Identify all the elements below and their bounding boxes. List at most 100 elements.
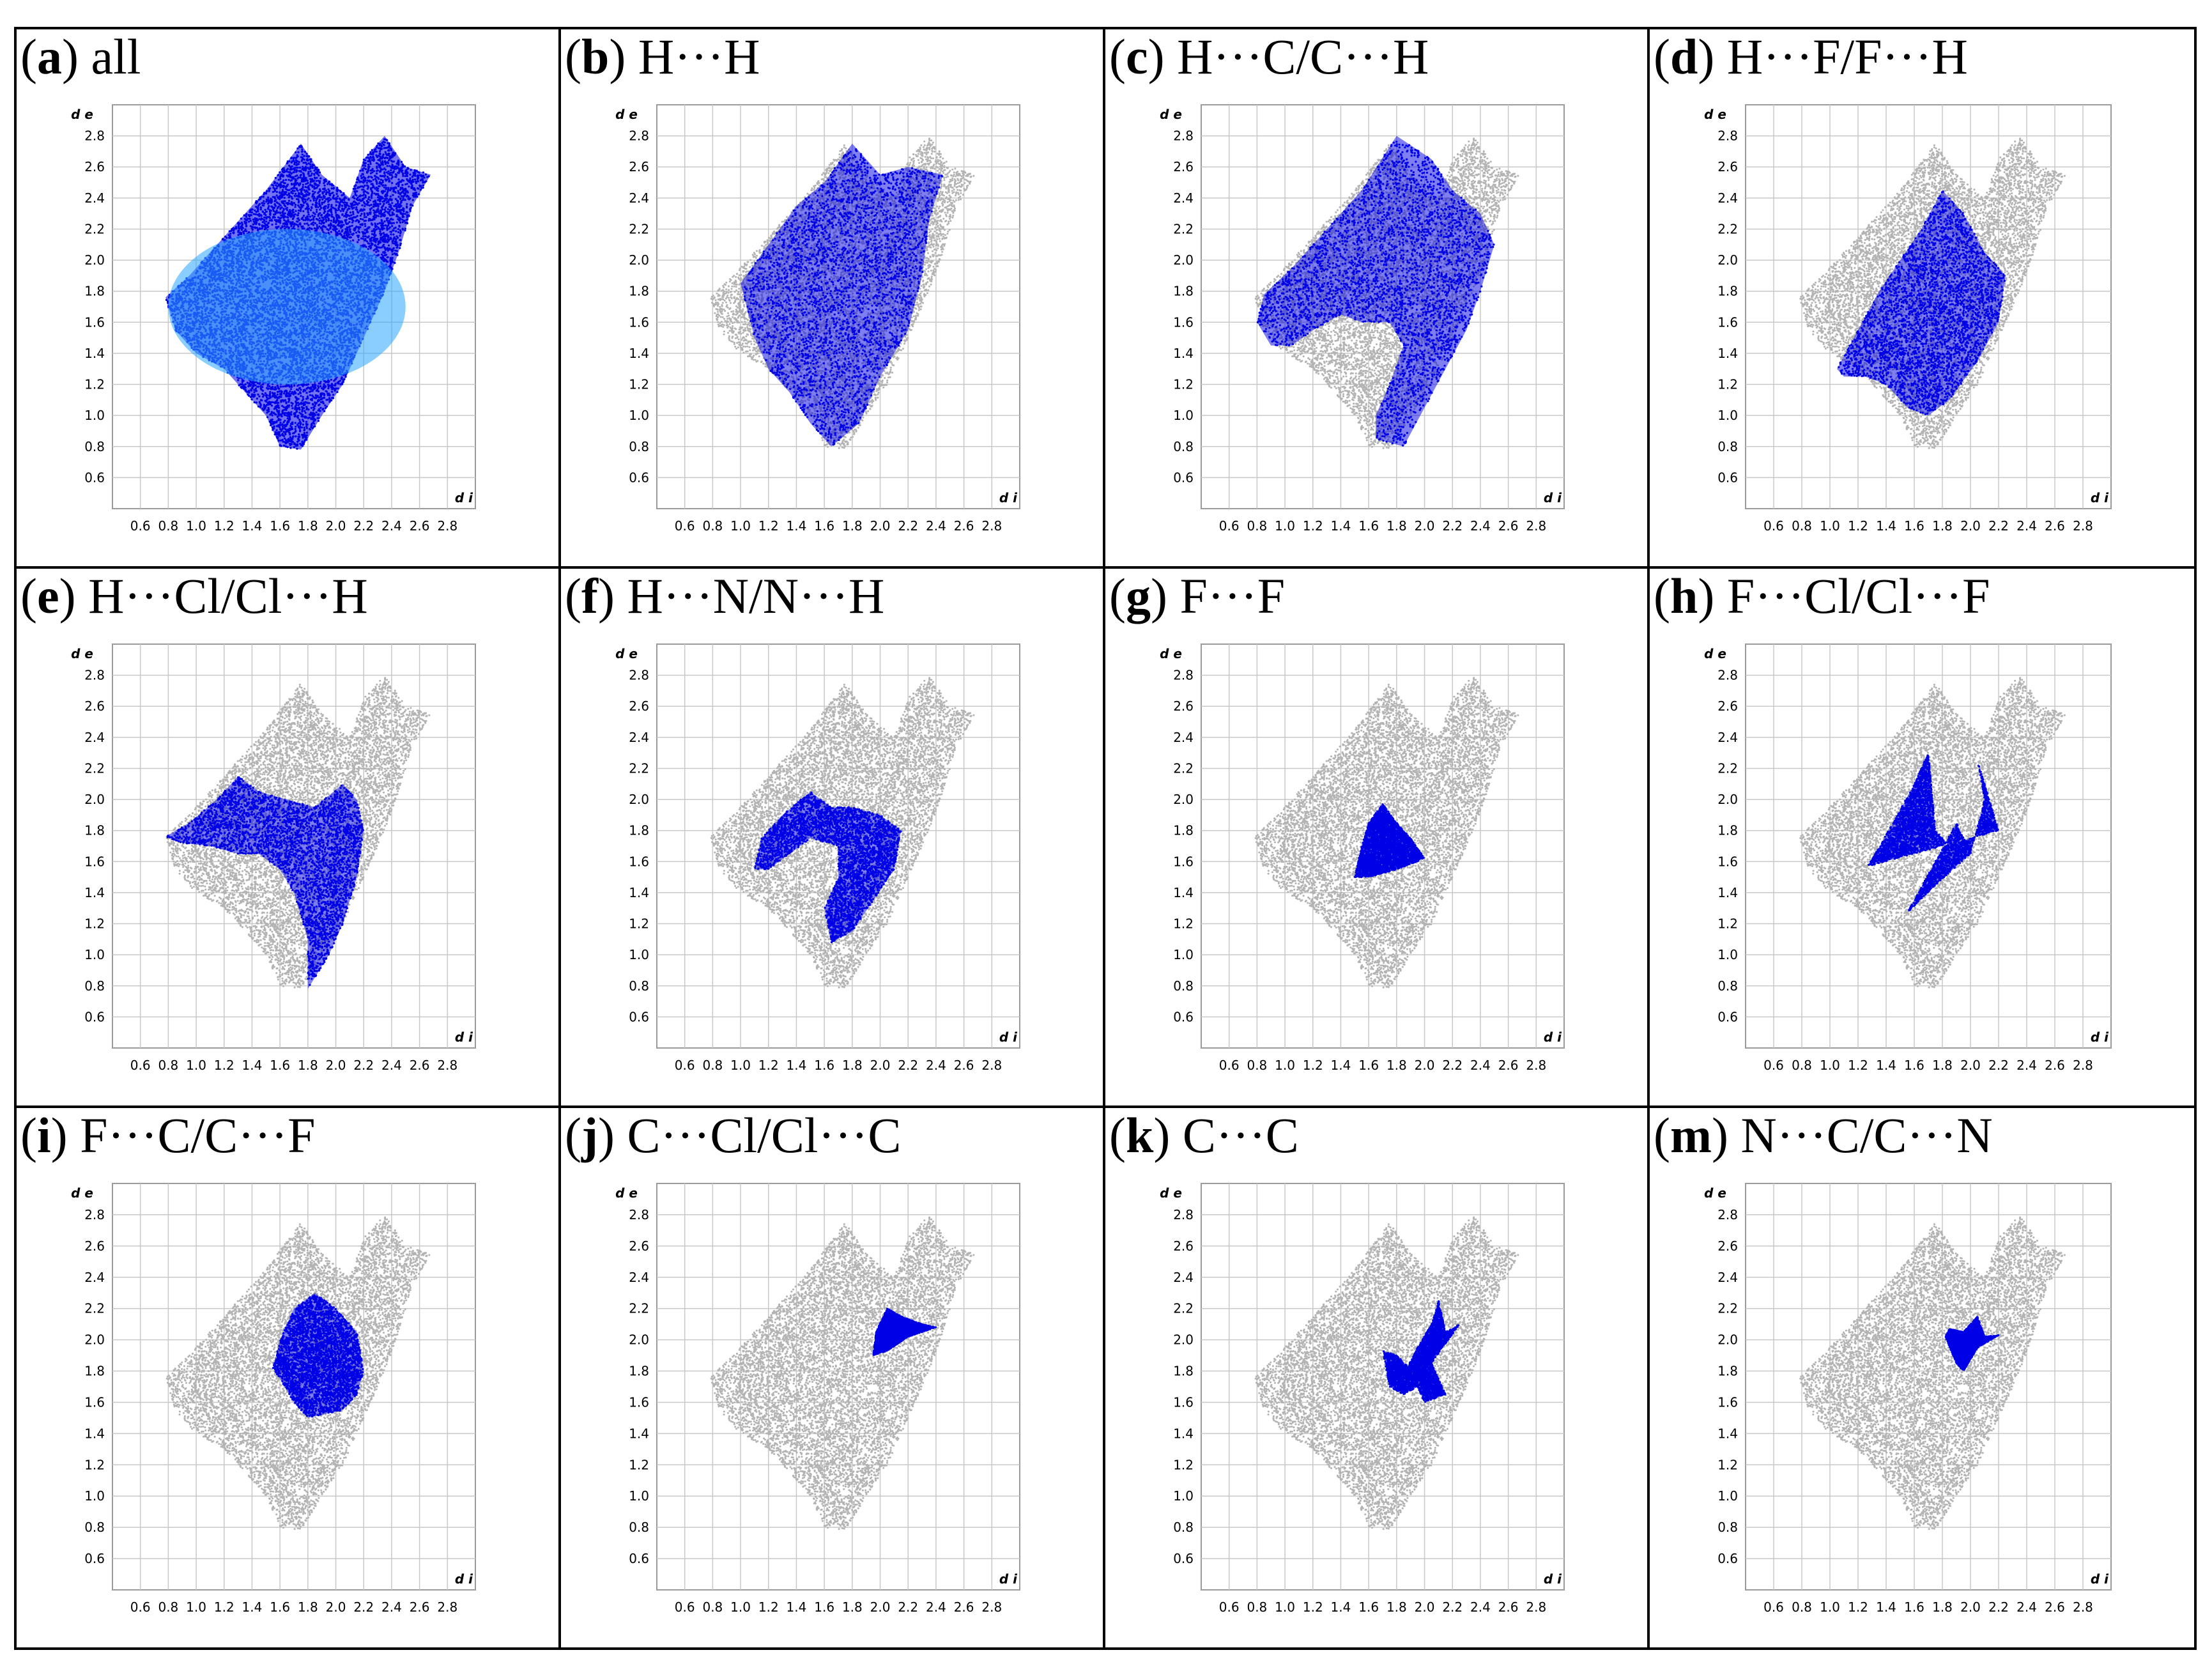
panel-label: m — [1670, 1108, 1712, 1163]
y-tick-label: 1.8 — [629, 823, 649, 838]
x-tick-label: 1.0 — [1820, 1599, 1840, 1615]
x-tick-label: 2.4 — [2016, 1599, 2037, 1615]
x-tick-label: 0.8 — [1792, 1599, 1812, 1615]
panel-title: (g) F···F — [1109, 569, 1286, 624]
y-tick-label: 2.0 — [1173, 792, 1194, 807]
x-tick-label: 1.2 — [1848, 1058, 1868, 1073]
x-tick-label: 0.6 — [675, 1058, 695, 1073]
x-tick-label: 2.2 — [1442, 1599, 1463, 1615]
y-tick-label: 2.2 — [1173, 760, 1194, 776]
y-tick-label: 2.0 — [84, 792, 105, 807]
y-tick-label: 2.2 — [629, 1301, 649, 1316]
x-tick-label: 1.2 — [214, 1058, 234, 1073]
y-tick-label: 1.2 — [629, 1457, 649, 1472]
y-tick-label: 1.6 — [1717, 314, 1738, 330]
x-tick-label: 1.0 — [1275, 1599, 1295, 1615]
highlight-points — [1944, 1316, 2000, 1371]
y-tick-label: 2.2 — [1717, 760, 1738, 776]
x-tick-label: 2.0 — [870, 1058, 891, 1073]
x-tick-label: 2.0 — [1960, 1058, 1981, 1073]
x-tick-label: 0.8 — [702, 1058, 723, 1073]
panel-title-text: C···Cl/Cl···C — [627, 1108, 902, 1163]
y-tick-label: 1.8 — [1717, 1364, 1738, 1379]
panel-title-text: H···H — [638, 29, 760, 84]
background-points — [1254, 677, 1519, 989]
fingerprint-plot: 0.6 0.8 1.0 1.2 1.4 1.6 1.8 2.0 2.2 2.4 2.6 2.8 0.6 0… — [1704, 643, 2112, 1073]
x-tick-label: 2.6 — [2045, 1599, 2065, 1615]
y-axis-label: d e — [1160, 646, 1182, 661]
plot-frame — [1201, 104, 1565, 509]
y-tick-label: 2.6 — [84, 698, 105, 714]
y-tick-label: 2.0 — [1717, 792, 1738, 807]
fingerprint-plot: 0.6 0.8 1.0 1.2 1.4 1.6 1.8 2.0 2.2 2.4 2.6 2.8 0.6 0… — [615, 1183, 1020, 1615]
y-tick-label: 2.4 — [629, 730, 649, 745]
y-tick-label: 2.6 — [1173, 698, 1194, 714]
fingerprint-plot: 0.6 0.8 1.0 1.2 1.4 1.6 1.8 2.0 2.2 2.4 2.6 2.8 0.6 0… — [71, 643, 476, 1073]
panel-e: 0.6 0.8 1.0 1.2 1.4 1.6 1.8 2.0 2.2 2.4 2.6 2.8 0.6 0… — [17, 569, 561, 1108]
x-tick-label: 2.8 — [2073, 518, 2093, 534]
y-tick-label: 2.4 — [1173, 1270, 1194, 1285]
fingerprint-plot: 0.6 0.8 1.0 1.2 1.4 1.6 1.8 2.0 2.2 2.4 2.6 2.8 0.6 0… — [1160, 643, 1565, 1073]
y-tick-label: 1.6 — [1173, 854, 1194, 869]
x-tick-label: 1.4 — [242, 1599, 263, 1615]
y-axis-label: d e — [1160, 107, 1182, 122]
x-tick-label: 2.6 — [1498, 1599, 1519, 1615]
y-tick-label: 2.8 — [1717, 668, 1738, 683]
x-tick-label: 2.6 — [954, 518, 974, 534]
y-tick-label: 2.4 — [1717, 730, 1738, 745]
panel-label: f — [581, 569, 598, 624]
x-tick-label: 2.8 — [2073, 1599, 2093, 1615]
y-tick-label: 1.4 — [1173, 346, 1194, 361]
y-tick-label: 2.8 — [629, 668, 649, 683]
y-tick-label: 2.4 — [1173, 190, 1194, 206]
x-tick-label: 1.0 — [1820, 1058, 1840, 1073]
x-tick-label: 0.8 — [158, 518, 178, 534]
x-tick-label: 1.8 — [1932, 1599, 1953, 1615]
y-tick-label: 0.8 — [1173, 439, 1194, 454]
x-tick-label: 0.8 — [1792, 518, 1812, 534]
y-tick-label: 2.2 — [1173, 1301, 1194, 1316]
x-tick-label: 2.2 — [353, 1599, 374, 1615]
fingerprint-plot: 0.6 0.8 1.0 1.2 1.4 1.6 1.8 2.0 2.2 2.4 2.6 2.8 0.6 0… — [1160, 1183, 1565, 1615]
x-tick-label: 2.0 — [1415, 1058, 1435, 1073]
y-tick-label: 2.6 — [1173, 159, 1194, 174]
y-tick-label: 1.2 — [84, 916, 105, 932]
highlight-region — [1257, 135, 1494, 447]
panel-d: 0.6 0.8 1.0 1.2 1.4 1.6 1.8 2.0 2.2 2.4 2.6 2.8 0.6 0… — [1650, 29, 2194, 569]
x-tick-label: 2.6 — [410, 1058, 430, 1073]
y-tick-label: 2.0 — [1717, 252, 1738, 268]
x-tick-label: 1.4 — [1876, 1599, 1896, 1615]
y-tick-label: 2.8 — [1173, 668, 1194, 683]
x-tick-label: 1.8 — [1932, 518, 1953, 534]
x-tick-label: 2.0 — [1415, 1599, 1435, 1615]
x-tick-label: 2.2 — [1442, 518, 1463, 534]
y-tick-label: 1.8 — [1173, 823, 1194, 838]
highlight-points — [743, 148, 944, 446]
x-tick-label: 2.4 — [926, 1058, 946, 1073]
x-tick-label: 1.2 — [1848, 518, 1868, 534]
fingerprint-plot: 0.6 0.8 1.0 1.2 1.4 1.6 1.8 2.0 2.2 2.4 2.6 2.8 0.6 0… — [1160, 104, 1565, 534]
y-axis-label: d e — [1704, 1185, 1726, 1201]
y-tick-label: 1.2 — [1173, 377, 1194, 392]
x-tick-label: 0.6 — [130, 1058, 151, 1073]
plot-frame — [656, 643, 1020, 1049]
panel-title: (h) F···Cl/Cl···F — [1654, 569, 1990, 624]
x-tick-label: 2.2 — [898, 1058, 918, 1073]
y-axis-label: d e — [615, 1185, 638, 1201]
x-tick-label: 2.6 — [1498, 1058, 1519, 1073]
panel-b: 0.6 0.8 1.0 1.2 1.4 1.6 1.8 2.0 2.2 2.4 2.6 2.8 0.6 0… — [561, 29, 1105, 569]
fingerprint-plot: 0.6 0.8 1.0 1.2 1.4 1.6 1.8 2.0 2.2 2.4 2.6 2.8 0.6 0… — [71, 1183, 476, 1615]
x-tick-label: 1.6 — [270, 1599, 290, 1615]
y-tick-label: 0.6 — [1173, 470, 1194, 485]
background-points — [165, 677, 431, 989]
background-points — [1799, 1216, 2066, 1530]
x-tick-label: 2.8 — [981, 1599, 1002, 1615]
x-tick-label: 1.6 — [270, 518, 290, 534]
y-tick-label: 1.4 — [84, 1426, 105, 1441]
y-tick-label: 0.8 — [1173, 978, 1194, 994]
x-tick-label: 2.0 — [1415, 518, 1435, 534]
panel-title-text: H···C/C···H — [1177, 29, 1429, 84]
y-tick-label: 1.0 — [1717, 1488, 1738, 1504]
x-tick-label: 2.2 — [1988, 1599, 2009, 1615]
panel-label: h — [1670, 569, 1698, 624]
